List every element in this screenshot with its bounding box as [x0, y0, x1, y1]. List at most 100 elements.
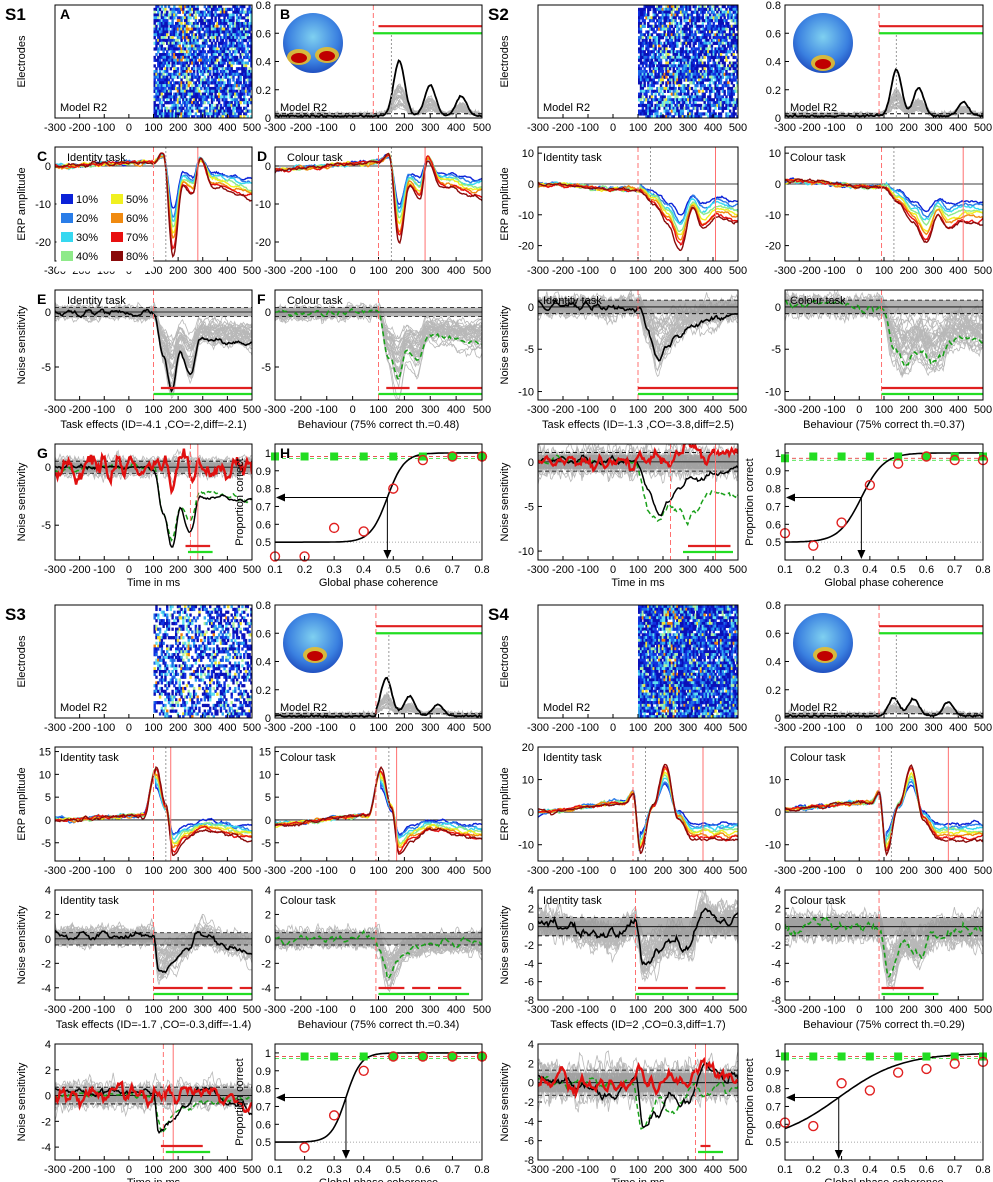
y-tick-label: -10 — [518, 546, 534, 558]
heatmap-cell — [716, 78, 719, 82]
heatmap-cell — [182, 636, 185, 640]
heatmap-cell — [688, 41, 692, 45]
heatmap-cell — [710, 86, 714, 91]
heatmap-cell — [676, 78, 679, 82]
heatmap-cell — [192, 672, 196, 677]
heatmap-cell — [160, 621, 164, 626]
colour-task-point — [894, 452, 903, 461]
heatmap-cell — [171, 78, 174, 82]
heatmap-cell — [203, 106, 207, 110]
heatmap-cell — [710, 38, 714, 43]
heatmap-cell — [698, 27, 701, 31]
heatmap-cell — [207, 21, 210, 26]
heatmap-cell — [244, 621, 248, 626]
heatmap-cell — [217, 64, 221, 68]
heatmap-cell — [180, 33, 183, 37]
heatmap-cell — [235, 98, 239, 102]
y-tick-label: 0.5 — [256, 537, 271, 549]
heatmap-cell — [246, 667, 250, 671]
heatmap-cell — [698, 55, 701, 60]
heatmap-cell — [183, 641, 187, 645]
heatmap-cell — [681, 55, 685, 60]
heatmap-cell — [187, 616, 190, 620]
heatmap-cell — [178, 72, 181, 77]
heatmap-cell — [718, 112, 721, 116]
heatmap-cell — [721, 75, 725, 79]
y-tick-label: 0 — [265, 307, 271, 319]
heatmap-cell — [192, 55, 196, 60]
heatmap-cell — [196, 627, 199, 631]
heatmap-cell — [241, 41, 244, 45]
heatmap-cell — [153, 7, 156, 12]
heatmap-cell — [648, 27, 652, 31]
y-tick-label: 0.6 — [766, 519, 781, 531]
heatmap-cell — [248, 24, 251, 28]
heatmap-cell — [678, 7, 681, 12]
x-tick-label: 200 — [654, 122, 672, 134]
heatmap-cell — [200, 78, 203, 82]
heatmap-cell — [730, 95, 734, 99]
heatmap-cell — [210, 661, 214, 665]
heatmap-cell — [221, 72, 224, 77]
heatmap-cell — [645, 75, 648, 79]
heatmap-cell — [728, 67, 732, 71]
heatmap-cell — [189, 27, 192, 31]
heatmap-cell — [171, 41, 174, 45]
heatmap-cell — [235, 627, 239, 631]
heatmap-cell — [164, 653, 167, 657]
heatmap-cell — [192, 89, 196, 93]
heatmap-cell — [225, 101, 228, 105]
heatmap-cell — [232, 72, 235, 77]
heatmap-cell — [656, 64, 659, 68]
x-tick-label: 400 — [447, 122, 465, 134]
heatmap-cell — [718, 58, 721, 62]
heatmap-cell — [192, 92, 196, 96]
heatmap-cell — [226, 627, 230, 631]
heatmap-cell — [661, 16, 665, 20]
heatmap-cell — [198, 630, 201, 634]
heatmap-cell — [641, 33, 645, 37]
heatmap-cell — [180, 89, 183, 93]
heatmap-cell — [687, 58, 690, 62]
heatmap-cell — [716, 86, 719, 91]
heatmap-cell — [676, 106, 679, 110]
heatmap-cell — [178, 98, 181, 102]
heatmap-cell — [718, 101, 721, 105]
heatmap-cell — [183, 112, 187, 116]
heatmap-cell — [207, 619, 210, 623]
heatmap-cell — [250, 644, 252, 648]
heatmap-cell — [230, 101, 233, 105]
heatmap-cell — [221, 613, 224, 617]
heatmap-cell — [727, 64, 730, 68]
heatmap-cell — [180, 667, 183, 671]
heatmap-cell — [676, 64, 679, 68]
heatmap-cell — [178, 10, 181, 14]
heatmap-cell — [180, 36, 183, 40]
heatmap-cell — [230, 103, 233, 108]
heatmap-cell — [200, 655, 203, 660]
heatmap-cell — [676, 92, 679, 96]
heatmap-cell — [160, 84, 164, 88]
heatmap-cell — [219, 13, 223, 17]
heatmap-cell — [212, 78, 215, 82]
heatmap-cell — [639, 81, 643, 85]
heatmap-cell — [200, 103, 203, 108]
heatmap-cell — [166, 644, 169, 648]
heatmap-cell — [180, 650, 183, 654]
heatmap-cell — [214, 84, 217, 88]
heatmap-cell — [687, 106, 690, 110]
heatmap-cell — [654, 41, 657, 45]
heatmap-cell — [176, 67, 180, 71]
heatmap-cell — [210, 21, 214, 26]
heatmap-cell — [183, 16, 187, 20]
heatmap-cell — [155, 627, 158, 631]
heatmap-cell — [727, 103, 730, 108]
heatmap-cell — [173, 619, 176, 623]
heatmap-cell — [173, 38, 176, 43]
heatmap-cell — [164, 69, 167, 74]
heatmap-cell — [212, 21, 215, 26]
heatmap-cell — [171, 661, 174, 665]
heatmap-cell — [214, 7, 217, 12]
heatmap-cell — [732, 89, 735, 93]
heatmap-cell — [248, 21, 251, 26]
